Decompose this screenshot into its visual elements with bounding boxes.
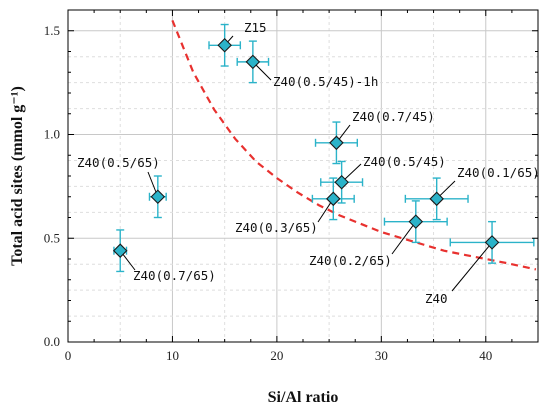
point-label: Z40(0.2/65) (309, 253, 392, 268)
data-point-marker (429, 191, 444, 207)
x-tick-label: 0 (65, 348, 72, 363)
point-label: Z15 (244, 20, 267, 35)
x-axis-title: Si/Al ratio (268, 389, 339, 406)
y-tick-label: 0.5 (44, 230, 60, 245)
data-point-marker (329, 135, 344, 151)
markers-layer (112, 37, 500, 258)
data-point-marker (217, 37, 232, 53)
data-point-marker (408, 214, 424, 229)
x-tick-label: 40 (479, 348, 492, 363)
point-label: Z40(0.7/65) (133, 268, 216, 283)
point-labels-layer: Z15 Z40(0.5/45)-1h Z40(0.7/45) Z40(0.5/45) Z… (77, 20, 540, 306)
data-point-marker (245, 54, 261, 70)
data-point-marker (334, 174, 349, 190)
label-leader-line (391, 221, 417, 255)
data-point-marker (484, 235, 500, 250)
point-label: Z40(0.5/45)-1h (273, 74, 378, 89)
y-axis-title: Total acid sites (mmol g⁻¹) (9, 86, 26, 266)
y-tick-label: 1.0 (44, 127, 60, 142)
point-label: Z40(0.5/45) (363, 154, 446, 169)
x-tick-label: 30 (375, 348, 388, 363)
point-label: Z40 (425, 291, 448, 306)
grid (68, 10, 538, 342)
data-point-marker (112, 243, 128, 258)
point-label: Z40(0.7/45) (352, 109, 435, 124)
label-leader-line (451, 242, 493, 292)
error-bars-layer (113, 23, 535, 273)
data-point-marker (326, 191, 341, 207)
ticks-layer: 0 10 20 30 40 0.0 0.5 1.0 1.5 (44, 9, 539, 363)
fit-curve-layer (171, 19, 537, 271)
fit-curve (171, 19, 537, 271)
data-point-marker (150, 189, 166, 205)
point-label: Z40(0.1/65) (457, 165, 540, 180)
x-tick-label: 20 (270, 348, 283, 363)
y-tick-label: 0.0 (44, 334, 60, 349)
x-tick-label: 10 (166, 348, 179, 363)
point-label: Z40(0.3/65) (235, 220, 318, 235)
y-tick-label: 1.5 (44, 23, 60, 38)
point-label: Z40(0.5/65) (77, 155, 160, 170)
